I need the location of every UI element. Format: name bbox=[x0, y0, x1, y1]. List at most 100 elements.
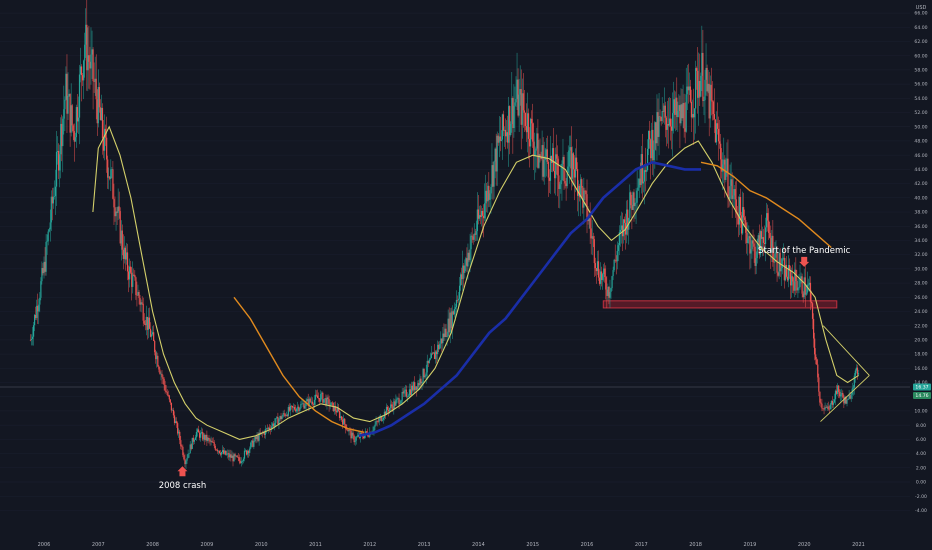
candle-body bbox=[394, 401, 396, 406]
candle-body bbox=[534, 150, 536, 157]
candle-body bbox=[846, 400, 848, 404]
triangle-pattern[interactable] bbox=[820, 325, 870, 422]
candle-body bbox=[341, 416, 343, 420]
candle-body bbox=[461, 274, 463, 280]
candle-body bbox=[368, 435, 370, 437]
candle-body bbox=[217, 450, 219, 452]
price-tick-label: -2.00 bbox=[915, 494, 927, 500]
candle-body bbox=[719, 141, 721, 144]
candle-body bbox=[641, 154, 643, 184]
candle-body bbox=[215, 449, 217, 451]
annotation[interactable]: 2008 crash bbox=[159, 466, 207, 491]
candle-body bbox=[596, 261, 599, 272]
candle-body bbox=[454, 307, 457, 309]
price-axis[interactable]: USD -4.00 -2.00 0.00 2.00 4.00 6.00 8.00 10.00 1… bbox=[910, 0, 932, 550]
candle-body bbox=[384, 411, 387, 415]
candle-body bbox=[438, 344, 440, 350]
candle-body bbox=[285, 414, 287, 416]
triangle-upper-trendline[interactable] bbox=[822, 325, 870, 376]
candle-body bbox=[610, 288, 612, 292]
candle-body bbox=[546, 149, 548, 162]
candle-body bbox=[276, 416, 278, 419]
candle-body bbox=[517, 79, 519, 116]
candle-body bbox=[156, 355, 158, 360]
candle-body bbox=[168, 395, 170, 400]
candle-body bbox=[184, 459, 186, 465]
candle-body bbox=[536, 133, 538, 149]
candle-body bbox=[513, 105, 515, 129]
candle-body bbox=[291, 405, 294, 408]
candle-body bbox=[106, 137, 108, 160]
candle-body bbox=[518, 94, 520, 116]
candle-body bbox=[366, 431, 368, 433]
price-tick-label: 0.00 bbox=[916, 480, 926, 486]
candle-body bbox=[457, 298, 460, 301]
candle-body bbox=[91, 49, 93, 55]
candle-body bbox=[442, 333, 444, 344]
candle-body bbox=[158, 366, 160, 370]
candle-body bbox=[771, 235, 773, 253]
candle-body bbox=[501, 114, 504, 140]
triangle-lower-trendline[interactable] bbox=[820, 375, 870, 422]
candle-body bbox=[405, 389, 407, 397]
candle-body bbox=[204, 434, 206, 441]
candle-body bbox=[828, 408, 830, 410]
candle-body bbox=[467, 252, 469, 267]
price-tick-label: 2.00 bbox=[916, 465, 926, 471]
candle-body bbox=[35, 314, 37, 318]
candle-body bbox=[108, 176, 110, 178]
candle-body bbox=[818, 377, 820, 392]
candle-body bbox=[782, 257, 784, 259]
candle-body bbox=[195, 431, 198, 438]
candle-body bbox=[562, 156, 564, 164]
candle-body bbox=[785, 264, 788, 277]
candle-body bbox=[43, 261, 45, 274]
candle-body bbox=[725, 172, 727, 180]
candle-body bbox=[815, 354, 817, 360]
price-tick-label: 54.00 bbox=[914, 96, 927, 102]
candle-body bbox=[565, 183, 567, 187]
candle-body bbox=[656, 112, 658, 144]
candle-body bbox=[318, 398, 320, 399]
candle-body bbox=[41, 267, 43, 282]
annotation[interactable]: Start of the Pandemic bbox=[758, 246, 851, 267]
price-tick-label: 6.00 bbox=[916, 437, 926, 443]
candle-body bbox=[715, 123, 718, 143]
candle-body bbox=[327, 397, 329, 400]
candle-body bbox=[635, 202, 637, 204]
candle-body bbox=[537, 133, 539, 168]
candle-body bbox=[443, 333, 445, 338]
candle-body bbox=[245, 450, 248, 455]
candle-body bbox=[638, 178, 640, 188]
candle-body bbox=[515, 99, 517, 103]
candle-body bbox=[798, 287, 800, 288]
candle-body bbox=[150, 334, 153, 337]
candle-body bbox=[674, 99, 676, 115]
price-tick-label: 34.00 bbox=[914, 238, 927, 244]
candle-body bbox=[814, 338, 816, 355]
candle-body bbox=[416, 386, 418, 390]
support-zone-rectangle[interactable] bbox=[602, 300, 838, 309]
candle-body bbox=[797, 287, 799, 291]
candle-body bbox=[514, 102, 516, 106]
candle-body bbox=[86, 24, 88, 71]
candle-body bbox=[611, 276, 613, 289]
candle-body bbox=[408, 389, 411, 396]
candle-body bbox=[472, 236, 474, 240]
candle-body bbox=[244, 450, 247, 452]
candle-body bbox=[188, 453, 190, 455]
time-tick-label: 2009 bbox=[201, 542, 214, 548]
candle-body bbox=[432, 352, 435, 354]
candle-body bbox=[855, 367, 858, 371]
candle-body bbox=[223, 450, 225, 454]
candle-body bbox=[636, 190, 638, 203]
candle-body bbox=[622, 219, 625, 237]
candle-body bbox=[659, 116, 661, 117]
candle-body bbox=[756, 242, 758, 259]
candle-body bbox=[139, 298, 141, 305]
price-tick-label: 40.00 bbox=[914, 195, 927, 201]
candle-body bbox=[402, 391, 404, 394]
candle-body bbox=[700, 75, 702, 97]
time-axis-ticks[interactable]: 2006 2007 2008 2009 2010 2011 2012 2013 2014 2015… bbox=[38, 542, 865, 548]
candle-body bbox=[345, 424, 347, 430]
